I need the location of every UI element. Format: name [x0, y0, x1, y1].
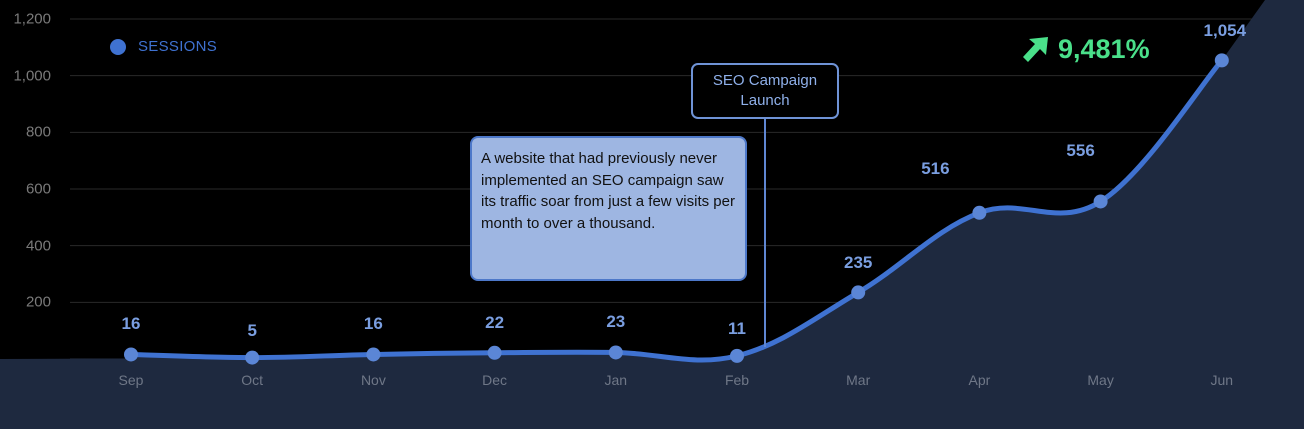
event-marker-label: SEO Campaign Launch [691, 63, 839, 119]
event-label-line1: SEO Campaign [712, 72, 818, 89]
y-tick-label: 1,200 [13, 10, 51, 28]
x-tick-label: Dec [482, 372, 508, 388]
legend-label: SESSIONS [138, 38, 218, 55]
event-marker-line [764, 119, 766, 347]
x-tick-label: Feb [724, 372, 750, 388]
data-point[interactable] [851, 285, 866, 300]
data-point[interactable] [972, 205, 987, 220]
data-value-label: 235 [844, 253, 873, 273]
data-point[interactable] [245, 350, 260, 365]
data-value-label: 5 [247, 320, 257, 340]
x-tick-label: Apr [968, 372, 991, 388]
data-point[interactable] [1093, 194, 1108, 209]
y-tick-label: 200 [25, 293, 51, 311]
event-label-line2: Launch [740, 92, 790, 109]
growth-value: 9,481% [1058, 34, 1150, 64]
y-tick-label: 600 [25, 180, 51, 198]
data-points [124, 53, 1229, 365]
legend-dot-icon [110, 38, 126, 55]
data-value-label: 16 [121, 314, 141, 334]
x-tick-label: Jan [604, 372, 628, 388]
data-value-label: 516 [921, 158, 950, 178]
data-value-label: 16 [363, 314, 383, 334]
x-tick-label: Mar [846, 372, 871, 388]
x-tick-label: Oct [241, 372, 264, 388]
arrow-up-right-icon [1023, 36, 1048, 62]
growth-kpi: 9,481% [1020, 34, 1150, 65]
data-point[interactable] [1214, 53, 1229, 68]
data-point[interactable] [366, 347, 381, 362]
data-value-label: 23 [606, 312, 626, 332]
data-value-label: 1,054 [1203, 21, 1247, 41]
sessions-line [128, 57, 1225, 363]
x-tick-label: Jun [1210, 372, 1234, 388]
data-value-label: 556 [1066, 141, 1095, 161]
data-point[interactable] [487, 345, 502, 360]
y-tick-label: 800 [25, 123, 51, 141]
data-value-label: 11 [728, 318, 746, 338]
data-point[interactable] [124, 347, 138, 362]
x-tick-label: Sep [118, 372, 144, 388]
data-point[interactable] [608, 345, 623, 360]
y-tick-label: 1,000 [13, 67, 51, 85]
legend[interactable]: SESSIONS [110, 38, 217, 55]
data-value-label: 22 [485, 312, 505, 332]
data-point[interactable] [730, 348, 744, 363]
x-tick-label: Nov [360, 372, 386, 388]
callout-annotation: A website that had previously never impl… [470, 136, 747, 281]
x-tick-label: May [1087, 372, 1114, 388]
y-tick-label: 400 [25, 237, 51, 255]
